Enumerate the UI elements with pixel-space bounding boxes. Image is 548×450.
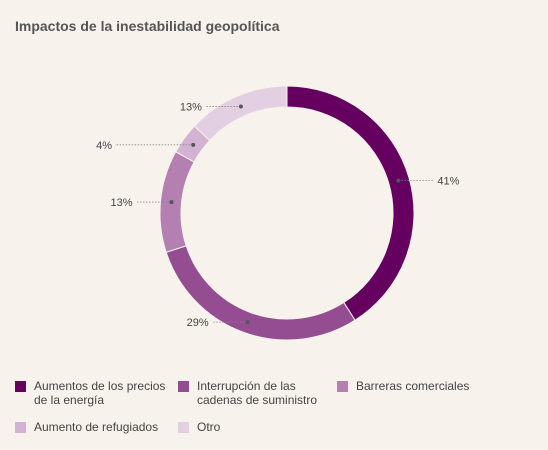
- label-dot: [238, 104, 243, 109]
- legend-item-suministro: Interrupción de las cadenas de suministr…: [178, 379, 329, 407]
- legend-swatch: [15, 381, 26, 392]
- label-dot: [191, 142, 196, 147]
- legend-label: Otro: [197, 420, 221, 434]
- data-label: 13%: [110, 197, 132, 209]
- label-dot: [396, 178, 401, 183]
- legend-swatch: [178, 422, 189, 433]
- legend-label: Aumento de refugiados: [34, 420, 159, 434]
- legend-item-otro: Otro: [178, 420, 329, 434]
- legend-swatch: [337, 381, 348, 392]
- data-label: 4%: [96, 140, 112, 152]
- data-label: 13%: [180, 102, 202, 114]
- label-dot: [169, 200, 174, 205]
- legend-label: Aumentos de los precios de la energía: [34, 379, 166, 407]
- donut-chart: 41% 29% 13% 4% 13%: [96, 85, 460, 341]
- legend-swatch: [178, 381, 189, 392]
- donut-slices: [159, 85, 415, 341]
- donut-slice: [193, 85, 288, 142]
- legend-item-refugiados: Aumento de refugiados: [15, 420, 166, 434]
- data-labels: 41% 29% 13% 4% 13%: [96, 102, 460, 330]
- legend-item-barreras: Barreras comerciales: [337, 379, 488, 393]
- data-label: 29%: [187, 317, 209, 329]
- legend-item-energia: Aumentos de los precios de la energía: [15, 379, 166, 407]
- data-label: 41%: [437, 176, 459, 188]
- label-dot: [245, 320, 250, 325]
- leader-lines: [115, 104, 435, 325]
- chart-title: Impactos de la inestabilidad geopolítica: [15, 18, 280, 34]
- legend-label: Interrupción de las cadenas de suministr…: [197, 379, 318, 407]
- donut-slice: [286, 85, 415, 321]
- legend-swatch: [15, 422, 26, 433]
- legend-label: Barreras comerciales: [356, 379, 470, 393]
